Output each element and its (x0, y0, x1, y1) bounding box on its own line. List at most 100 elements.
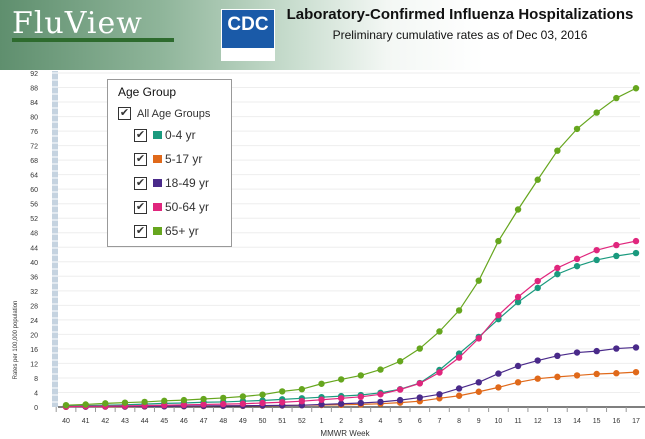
data-point (475, 277, 482, 284)
legend-label: 65+ yr (165, 224, 199, 238)
data-point (593, 246, 600, 254)
data-point (436, 391, 443, 398)
data-point (396, 396, 404, 404)
series-line-65-yr (65, 87, 637, 406)
data-point (357, 372, 365, 379)
x-tick-label: 17 (632, 418, 640, 425)
x-tick-label: 8 (457, 418, 461, 425)
series-line-50-64-yr (65, 240, 637, 408)
data-point (141, 398, 148, 406)
checkbox-checked-icon[interactable]: ✔ (134, 200, 147, 214)
legend-title: Age Group (118, 85, 177, 99)
data-point (436, 328, 443, 335)
series-line-18-49-yr (66, 346, 637, 408)
data-point (377, 391, 384, 398)
data-point (279, 388, 286, 395)
data-point (180, 401, 188, 409)
data-point (554, 373, 561, 381)
fluview-logo: FluView (12, 6, 143, 41)
y-axis-bar (52, 71, 58, 407)
data-point (82, 401, 89, 408)
checkbox-checked-icon[interactable]: ✔ (134, 152, 147, 166)
data-point (180, 396, 188, 404)
data-point (632, 344, 640, 351)
y-tick-label: 92 (30, 71, 38, 78)
data-point (121, 399, 129, 406)
data-point (495, 237, 502, 245)
legend-item-50-64-yr[interactable]: ✔ 50-64 yr (134, 200, 209, 214)
x-tick-label: 43 (121, 418, 129, 425)
data-point (573, 349, 581, 356)
x-tick-label: 40 (62, 418, 70, 425)
data-point (613, 345, 620, 352)
data-point (613, 94, 620, 102)
y-tick-label: 64 (30, 173, 38, 180)
legend-item-5-17-yr[interactable]: ✔ 5-17 yr (134, 152, 202, 166)
legend-all-age-groups[interactable]: ✔ All Age Groups (118, 107, 210, 120)
checkbox-checked-icon[interactable]: ✔ (134, 176, 147, 190)
data-point (337, 395, 345, 402)
checkbox-checked-icon[interactable]: ✔ (118, 107, 131, 120)
legend-item-18-49-yr[interactable]: ✔ 18-49 yr (134, 176, 209, 190)
x-tick-label: 15 (593, 418, 601, 425)
data-point (259, 391, 266, 398)
y-tick-label: 20 (30, 332, 38, 339)
data-point (534, 277, 541, 285)
x-tick-label: 45 (160, 418, 168, 425)
data-point (534, 284, 541, 292)
x-tick-label: 7 (437, 418, 441, 425)
cdc-logo: CDC (221, 9, 275, 61)
y-tick-label: 44 (30, 245, 38, 252)
legend-item-65-yr[interactable]: ✔ 65+ yr (134, 224, 199, 238)
legend-swatch (153, 227, 162, 235)
data-point (161, 397, 168, 405)
y-tick-label: 24 (30, 318, 38, 325)
data-point (554, 264, 561, 272)
data-point (396, 358, 404, 365)
data-point (377, 398, 384, 406)
x-tick-label: 9 (477, 418, 481, 425)
data-point (514, 293, 522, 301)
data-point (495, 384, 502, 391)
data-point (416, 394, 423, 401)
y-tick-label: 88 (30, 86, 38, 93)
data-point (455, 392, 463, 399)
y-tick-label: 28 (30, 303, 38, 310)
x-tick-label: 49 (239, 418, 247, 425)
data-point (534, 357, 541, 364)
data-point (62, 401, 70, 409)
data-point (436, 369, 443, 376)
data-point (102, 400, 109, 407)
x-tick-label: 3 (359, 418, 363, 425)
chart-subtitle: Preliminary cumulative rates as of Dec 0… (332, 28, 588, 42)
y-tick-label: 4 (34, 390, 38, 397)
checkbox-checked-icon[interactable]: ✔ (134, 128, 147, 142)
y-tick-label: 12 (30, 361, 38, 368)
data-point (357, 393, 365, 401)
data-point (455, 354, 463, 361)
data-point (298, 397, 306, 405)
y-tick-label: 80 (30, 115, 38, 122)
legend-swatch (153, 155, 162, 163)
data-point (318, 380, 325, 387)
legend-item-0-4-yr[interactable]: ✔ 0-4 yr (134, 128, 196, 142)
data-point (554, 270, 561, 278)
x-tick-label: 48 (219, 418, 227, 425)
data-point (318, 396, 325, 403)
x-tick-label: 6 (418, 418, 422, 425)
data-point (475, 379, 482, 386)
y-tick-label: 16 (30, 347, 38, 354)
data-point (632, 237, 640, 245)
data-point (613, 370, 620, 377)
data-point (514, 362, 522, 370)
x-tick-label: 41 (82, 418, 90, 425)
checkbox-checked-icon[interactable]: ✔ (134, 224, 147, 238)
x-tick-label: 10 (495, 418, 503, 425)
legend-label: 5-17 yr (165, 152, 203, 166)
y-tick-label: 40 (30, 260, 38, 267)
legend-label: 0-4 yr (165, 128, 196, 142)
x-tick-label: 42 (101, 418, 109, 425)
y-tick-label: 60 (30, 187, 38, 194)
x-tick-label: 4 (379, 418, 383, 425)
chart-title: Laboratory-Confirmed Influenza Hospitali… (286, 6, 634, 23)
